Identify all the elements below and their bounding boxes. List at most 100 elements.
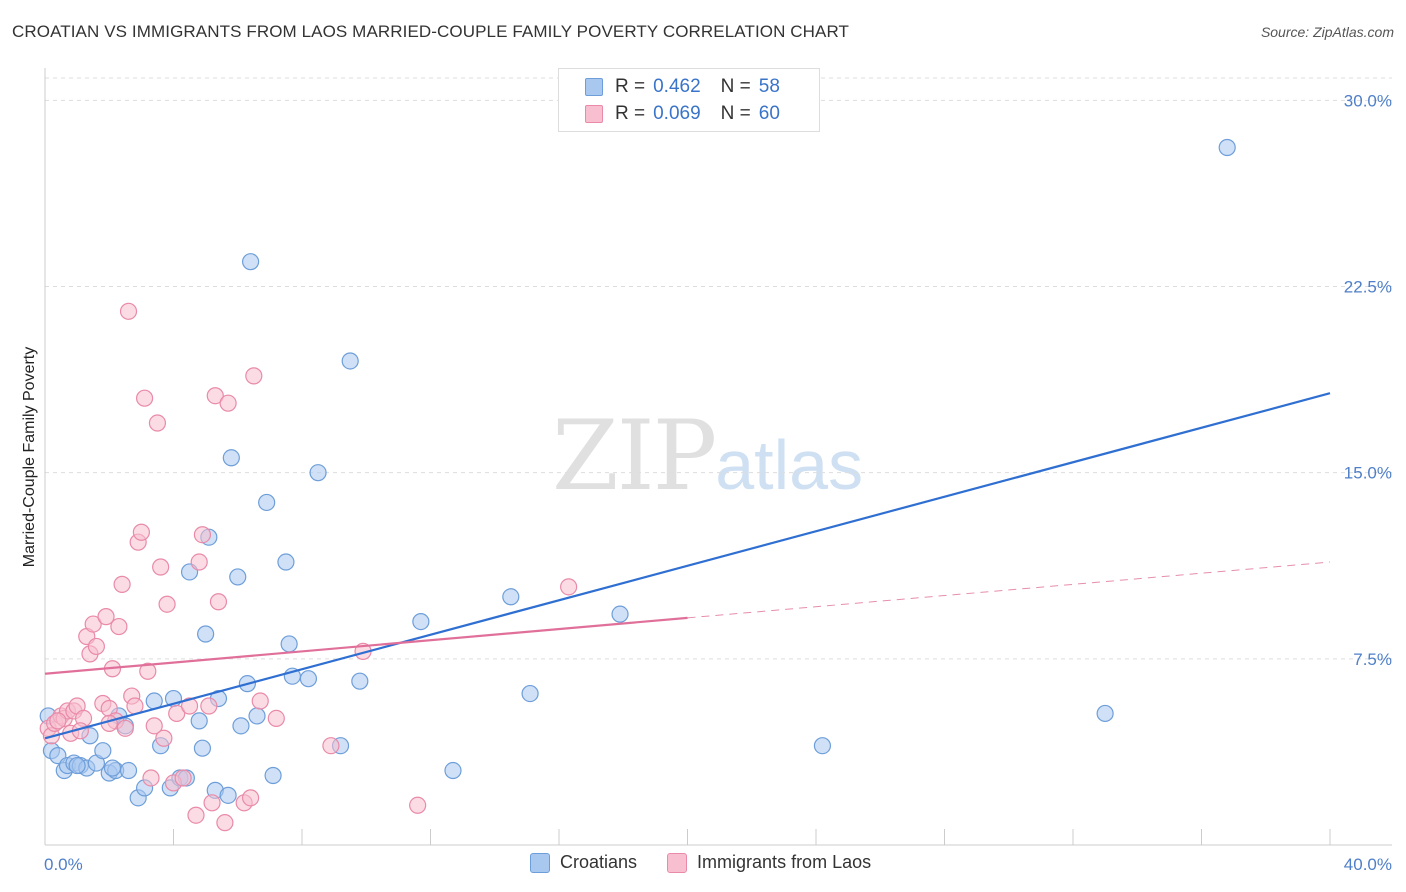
laos-point [216, 814, 234, 832]
croatians-point [299, 670, 318, 688]
laos-point [155, 729, 173, 747]
laos-point [139, 662, 157, 680]
source-label: Source: ZipAtlas.com [1260, 24, 1394, 40]
watermark-zip: ZIP [552, 400, 717, 512]
croatians-point [611, 605, 629, 623]
legend-n-value-croatians: 58 [758, 76, 780, 97]
croatians-point [258, 493, 276, 512]
y-tick-label: 15.0% [1344, 464, 1392, 483]
y-tick-label: 30.0% [1344, 91, 1392, 110]
laos-point [116, 719, 134, 737]
legend-r-label: R = [615, 76, 646, 97]
chart-title: CROATIAN VS IMMIGRANTS FROM LAOS MARRIED… [12, 22, 850, 41]
laos-point [560, 578, 578, 596]
laos-point [110, 617, 128, 636]
laos-point [190, 553, 208, 571]
x-tick-label: 40.0% [1344, 855, 1392, 874]
laos-point [203, 794, 221, 812]
laos-point [209, 593, 228, 611]
legend-label-croatians: Croatians [560, 852, 638, 872]
laos-point [219, 394, 237, 412]
legend-r-value-croatians: 0.462 [653, 76, 701, 97]
x-tick-label: 0.0% [44, 855, 83, 874]
laos-point [409, 796, 427, 814]
croatians-point [242, 253, 260, 271]
laos-point [267, 709, 285, 728]
croatians-point [351, 672, 369, 690]
croatians-point [813, 737, 832, 755]
series-legend: Croatians Immigrants from Laos [530, 852, 901, 873]
laos-point [148, 414, 167, 432]
y-tick-label: 22.5% [1344, 278, 1392, 297]
laos-point [193, 526, 212, 544]
laos-point [142, 769, 160, 787]
croatians-point [1218, 138, 1236, 157]
laos-point [322, 737, 340, 755]
laos-point [113, 575, 131, 593]
laos-point [119, 302, 138, 320]
croatians-point [502, 588, 520, 606]
laos-point [251, 692, 269, 710]
croatians-point [193, 739, 212, 757]
legend-swatch-laos [667, 852, 688, 873]
croatians-point [119, 761, 138, 780]
laos-point [158, 595, 176, 613]
croatians-point [190, 712, 208, 730]
croatians-point [277, 553, 295, 571]
laos-point [242, 789, 260, 807]
legend-swatch-croatians [530, 852, 550, 873]
y-tick-label: 7.5% [1353, 650, 1392, 669]
legend-r-value-laos: 0.069 [653, 103, 701, 124]
legend-n-label: N = [720, 76, 751, 97]
laos-point [200, 697, 218, 715]
croatians-point [222, 449, 240, 467]
laos-point [245, 367, 263, 385]
laos-point [49, 712, 67, 730]
croatians-trendline [44, 392, 1331, 740]
legend-row-laos: R = 0.069 N = 60 [585, 102, 780, 126]
croatians-point [68, 756, 86, 775]
laos-point [135, 389, 154, 407]
croatians-point [197, 625, 215, 643]
legend-n-label: N = [720, 103, 751, 124]
legend-n-value-laos: 60 [758, 103, 780, 124]
croatians-point [412, 613, 430, 631]
laos-point [97, 608, 115, 626]
legend-row-croatians: R = 0.462 N = 58 [585, 75, 780, 99]
laos-point [152, 558, 170, 576]
legend-r-label: R = [615, 103, 646, 124]
legend-swatch-croatians [585, 78, 603, 96]
legend-item-croatians: Croatians [530, 852, 637, 873]
laos-point [180, 697, 199, 715]
croatians-point [248, 707, 266, 725]
laos-trendline-extension [687, 561, 1331, 619]
stats-legend: R = 0.462 N = 58 R = 0.069 N = 60 [558, 68, 820, 132]
croatians-point [94, 742, 112, 760]
laos-point [168, 704, 186, 723]
croatians-point [264, 766, 282, 785]
croatians-point [1096, 704, 1114, 723]
legend-label-laos: Immigrants from Laos [697, 852, 872, 872]
croatians-point [341, 352, 359, 370]
watermark: ZIPatlas [552, 400, 863, 512]
croatians-point [309, 464, 327, 482]
croatians-point [444, 761, 462, 780]
croatians-point [103, 759, 122, 777]
legend-item-laos: Immigrants from Laos [667, 852, 871, 873]
laos-point [84, 615, 102, 633]
watermark-atlas: atlas [715, 426, 864, 504]
croatians-point [219, 786, 237, 804]
croatians-point [229, 568, 247, 586]
laos-point [87, 637, 106, 656]
croatians-point [280, 635, 298, 653]
laos-point [187, 806, 205, 824]
laos-point [206, 387, 224, 405]
laos-point [174, 769, 192, 787]
croatians-point [521, 684, 539, 703]
laos-trendline [44, 616, 688, 675]
legend-swatch-laos [585, 105, 603, 123]
laos-point [145, 717, 163, 735]
croatians-point [232, 717, 250, 735]
laos-point [132, 523, 150, 541]
